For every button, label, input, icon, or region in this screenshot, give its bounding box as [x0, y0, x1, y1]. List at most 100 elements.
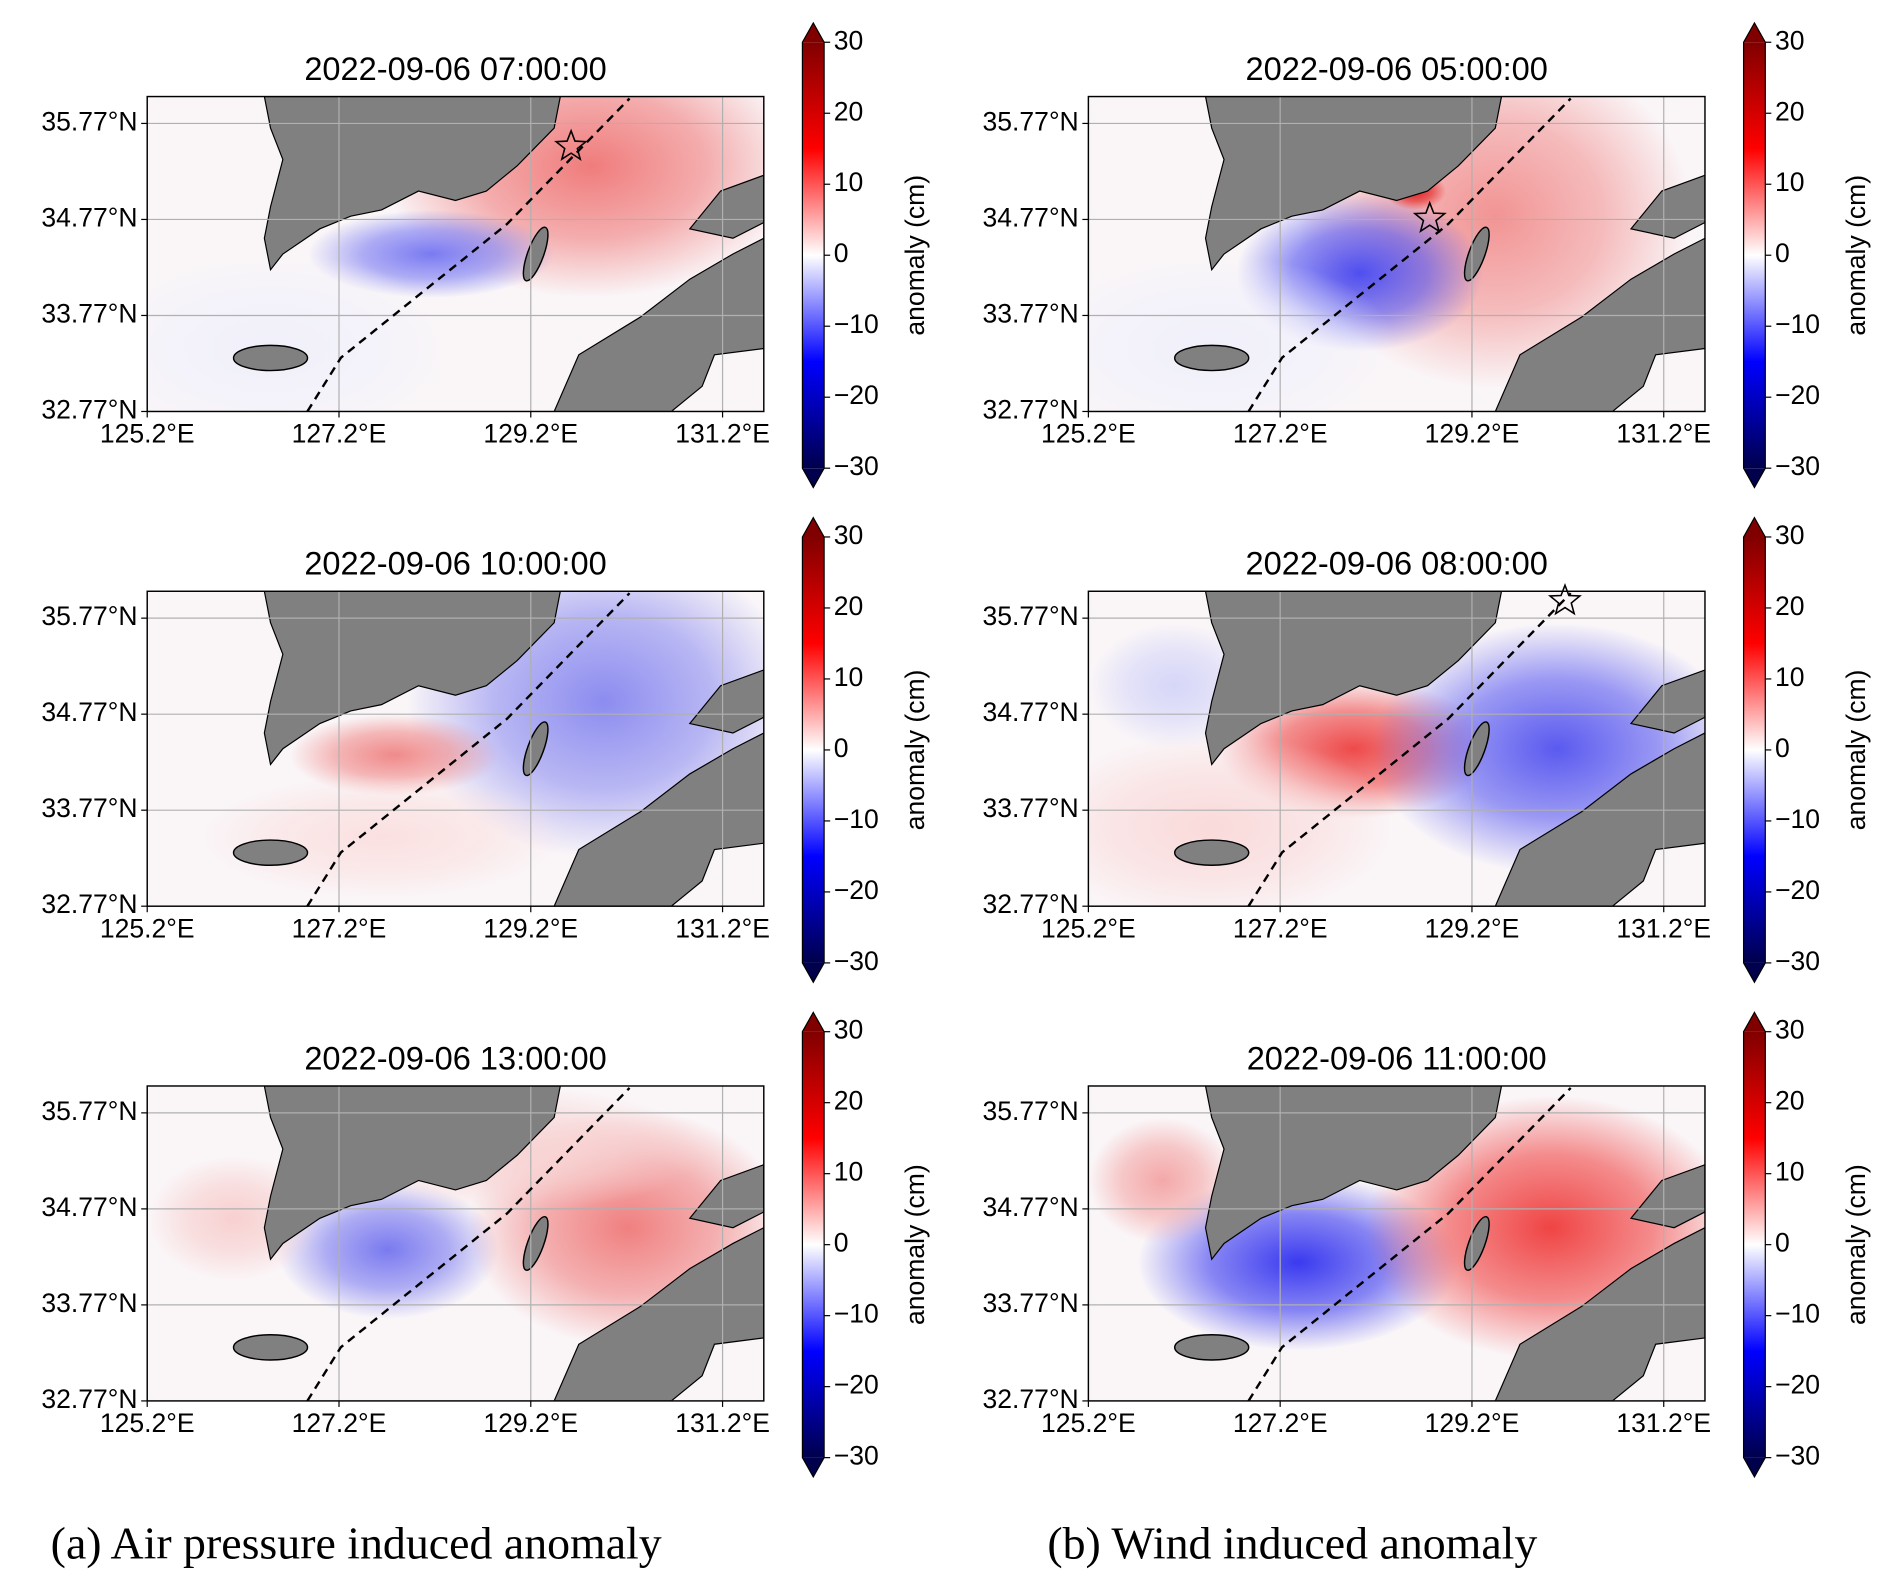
colorbar-tick-label: 10	[834, 1157, 864, 1187]
colorbar-extend	[1743, 1457, 1766, 1477]
colorbar-tick-label: −10	[834, 309, 879, 339]
colorbar-extend	[1743, 517, 1766, 537]
colorbar-tick-label: 30	[1775, 520, 1805, 550]
colorbar-extend	[1743, 22, 1766, 43]
x-tick-label: 129.2°E	[483, 419, 578, 449]
colorbar-tick-label: 0	[1775, 1228, 1790, 1258]
landmass	[264, 96, 560, 270]
colorbar-tick-label: −30	[834, 946, 879, 976]
y-tick-label: 35.77°N	[983, 1096, 1079, 1126]
island	[1463, 721, 1490, 777]
landmass	[1206, 1085, 1502, 1259]
x-tick-label: 125.2°E	[1041, 419, 1136, 449]
landmass	[554, 238, 764, 412]
axes-frame	[146, 1085, 765, 1402]
typhoon-center	[1412, 200, 1447, 234]
anomaly-region	[196, 773, 567, 900]
anomaly-region	[147, 254, 456, 412]
axes-frame	[1087, 1085, 1706, 1402]
y-tick-label: 34.77°N	[983, 202, 1079, 232]
anomaly-region	[1088, 733, 1397, 907]
y-tick-label: 34.77°N	[41, 202, 137, 232]
land	[1206, 591, 1705, 907]
typhoon-track	[306, 1087, 631, 1401]
island	[232, 344, 309, 372]
landmass	[1495, 1228, 1705, 1401]
landmass	[1495, 238, 1705, 412]
colorbar-tick-label: −20	[1775, 1370, 1820, 1400]
colorbar-extend	[802, 468, 825, 488]
colorbar-extend	[1743, 468, 1766, 488]
island	[1463, 226, 1490, 282]
colorbar-label: anomaly (cm)	[1841, 1164, 1871, 1325]
field	[1088, 96, 1705, 412]
y-tick-label: 35.77°N	[983, 601, 1079, 631]
colorbar-label: anomaly (cm)	[1841, 670, 1871, 831]
island	[1173, 1334, 1250, 1361]
x-tick-label: 129.2°E	[1425, 419, 1520, 449]
x-tick-label: 127.2°E	[1233, 913, 1328, 943]
colorbar-extend	[1743, 1012, 1766, 1032]
landmass	[1631, 1165, 1705, 1228]
island	[1463, 1215, 1490, 1271]
y-tick-label: 34.77°N	[983, 1192, 1079, 1222]
colorbar-extend	[802, 1457, 825, 1477]
anomaly-region	[276, 1180, 499, 1320]
island	[1173, 344, 1250, 372]
island	[232, 839, 309, 866]
typhoon-track	[1247, 97, 1572, 412]
colorbar-tick-label: 0	[1775, 733, 1790, 763]
y-tick-label: 32.77°N	[983, 394, 1079, 424]
colorbar-tick-label: −20	[834, 875, 879, 905]
typhoon-track	[306, 592, 631, 907]
colorbar-tick-label: −10	[834, 804, 879, 834]
colorbar-tick-label: 30	[1775, 25, 1805, 55]
colorbar-tick-label: −20	[1775, 875, 1820, 905]
map-panel: 125.2°E 127.2°E 129.2°E 131.2°E 32.77°N 33.77…	[41, 516, 930, 984]
landmass	[554, 733, 764, 907]
y-tick-label: 33.77°N	[41, 298, 137, 328]
field	[147, 1085, 764, 1401]
x-tick-label: 125.2°E	[100, 419, 195, 449]
colorbar-label: anomaly (cm)	[900, 1164, 930, 1325]
axes-frame	[146, 95, 765, 413]
x-tick-label: 129.2°E	[483, 1408, 578, 1438]
typhoon-track	[1247, 1087, 1572, 1401]
colorbar-tick-label: 10	[1775, 167, 1805, 197]
island	[1173, 839, 1250, 866]
y-tick-label: 32.77°N	[983, 1384, 1079, 1414]
typhoon-center	[554, 128, 589, 161]
map-panel: 125.2°E 127.2°E 129.2°E 131.2°E 32.77°N 33.77…	[983, 516, 1871, 984]
colorbar-tick-label: 30	[834, 1015, 864, 1045]
island	[522, 1215, 549, 1271]
panel-title: 2022-09-06 11:00:00	[1247, 1040, 1547, 1076]
landmass	[690, 175, 764, 238]
y-tick-label: 32.77°N	[41, 394, 137, 424]
colorbar-tick-label: 10	[1775, 1157, 1805, 1187]
x-tick-label: 125.2°E	[1041, 913, 1136, 943]
map-panel: 125.2°E 127.2°E 129.2°E 131.2°E 32.77°N 33.77…	[41, 21, 930, 489]
colorbar-tick-label: 20	[1775, 96, 1805, 126]
x-tick-label: 131.2°E	[675, 419, 770, 449]
colorbar-tick-label: 30	[834, 520, 864, 550]
landmass	[1631, 670, 1705, 733]
colorbar-extend	[802, 517, 825, 537]
caption: (b) Wind induced anomaly	[1047, 1518, 1537, 1569]
colorbar-tick-label: 20	[834, 1086, 864, 1116]
land	[264, 591, 764, 907]
y-tick-label: 32.77°N	[41, 1384, 137, 1414]
island	[232, 1334, 309, 1361]
colorbar-tick-label: −10	[1775, 309, 1820, 339]
x-tick-label: 125.2°E	[1041, 1408, 1136, 1438]
x-tick-label: 131.2°E	[1616, 1408, 1711, 1438]
y-tick-label: 33.77°N	[983, 298, 1079, 328]
x-tick-label: 131.2°E	[675, 913, 770, 943]
x-tick-label: 127.2°E	[292, 419, 387, 449]
colorbar-tick-label: 20	[1775, 591, 1805, 621]
map-panel: 125.2°E 127.2°E 129.2°E 131.2°E 32.77°N 33.77…	[983, 1011, 1871, 1479]
x-tick-label: 127.2°E	[292, 913, 387, 943]
colorbar-tick-label: −10	[834, 1299, 879, 1329]
y-tick-label: 33.77°N	[41, 1288, 137, 1318]
colorbar-tick-label: −30	[834, 451, 879, 481]
